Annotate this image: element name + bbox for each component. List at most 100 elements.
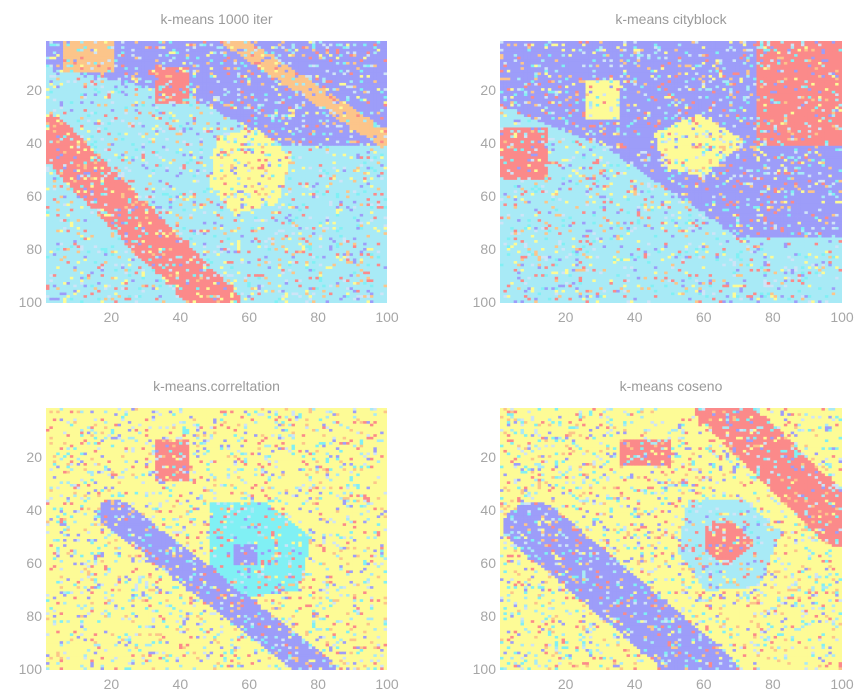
heatmap-cell — [277, 119, 282, 123]
heatmap-cell — [124, 161, 129, 165]
heatmap-cell — [117, 153, 122, 157]
heatmap-cell — [97, 130, 101, 134]
heatmap-cell — [226, 106, 231, 110]
heatmap-cell — [107, 56, 112, 60]
heatmap-cell — [175, 135, 180, 139]
heatmap-cell — [301, 101, 306, 105]
heatmap-cell — [277, 109, 282, 113]
heatmap-cell — [209, 169, 214, 173]
heatmap-cell — [168, 109, 173, 113]
heatmap-cell — [230, 48, 234, 52]
heatmap-cell — [83, 116, 88, 120]
heatmap-cell — [264, 109, 269, 113]
heatmap-cell — [110, 101, 115, 105]
heatmap-cell — [56, 158, 61, 162]
heatmap-cell — [216, 145, 221, 149]
heatmap-cell — [383, 48, 387, 52]
heatmap-cell — [281, 80, 286, 84]
heatmap-cell — [284, 103, 289, 107]
heatmap-cell — [199, 75, 204, 79]
heatmap-cell — [383, 51, 387, 55]
heatmap-cell — [352, 119, 357, 123]
heatmap-cell — [168, 88, 173, 92]
heatmap-cell — [301, 69, 306, 73]
heatmap-cell — [144, 54, 149, 58]
heatmap-cell — [121, 140, 125, 144]
heatmap-cell — [141, 98, 146, 102]
heatmap-cell — [63, 127, 67, 131]
heatmap-cell — [352, 67, 357, 71]
heatmap-cell — [311, 96, 316, 100]
heatmap-cell — [288, 90, 292, 94]
heatmap-cell — [335, 88, 340, 92]
heatmap-cell — [305, 122, 309, 126]
heatmap-cell — [49, 119, 54, 123]
heatmap-cell — [209, 98, 214, 102]
heatmap-cell — [236, 137, 241, 141]
heatmap-cell — [134, 106, 139, 110]
heatmap-cell — [199, 54, 204, 58]
heatmap-cell — [202, 148, 207, 152]
heatmap-cell — [380, 156, 384, 160]
heatmap-cell — [254, 164, 258, 168]
heatmap-cell — [213, 169, 217, 173]
heatmap-cell — [260, 85, 265, 89]
heatmap-cell — [346, 132, 350, 136]
heatmap-cell — [76, 96, 81, 100]
heatmap-cell — [325, 93, 330, 97]
heatmap-cell — [240, 122, 245, 126]
heatmap-cell — [264, 80, 269, 84]
heatmap-cell — [185, 98, 190, 102]
heatmap-cell — [366, 85, 371, 89]
heatmap-cell — [216, 61, 221, 65]
heatmap-cell — [366, 156, 371, 160]
heatmap-cell — [349, 140, 354, 144]
heatmap-plot — [46, 41, 387, 303]
heatmap-cell — [161, 130, 166, 134]
heatmap-cell — [349, 106, 354, 110]
heatmap-cell — [124, 158, 129, 162]
heatmap-cell — [110, 43, 115, 47]
heatmap-cell — [335, 116, 340, 120]
heatmap-cell — [155, 127, 159, 131]
heatmap-cell — [322, 103, 327, 107]
heatmap-cell — [363, 72, 367, 76]
heatmap-cell — [380, 137, 384, 141]
heatmap-cell — [346, 85, 350, 89]
heatmap-cell — [69, 166, 74, 170]
heatmap-cell — [151, 119, 156, 123]
heatmap-cell — [226, 124, 231, 128]
heatmap-cell — [196, 127, 200, 131]
heatmap-cell — [363, 143, 367, 147]
heatmap-cell — [213, 43, 217, 47]
heatmap-cell — [196, 43, 200, 47]
heatmap-cell — [161, 103, 166, 107]
heatmap-cell — [134, 98, 139, 102]
heatmap-cell — [240, 46, 245, 50]
heatmap-cell — [291, 158, 296, 162]
heatmap-cell — [80, 72, 84, 76]
heatmap-cell — [52, 119, 57, 123]
heatmap-cell — [322, 64, 327, 68]
heatmap-cell — [363, 116, 367, 120]
heatmap-cell — [311, 75, 316, 79]
heatmap-cell — [189, 54, 194, 58]
heatmap-cell — [247, 109, 251, 113]
heatmap-cell — [175, 59, 180, 63]
heatmap-cell — [97, 148, 101, 152]
heatmap-cell — [301, 124, 306, 128]
heatmap-cell — [236, 85, 241, 89]
heatmap-cell — [52, 85, 57, 89]
heatmap-cell — [131, 48, 136, 52]
heatmap-cell — [69, 51, 74, 55]
heatmap-cell — [46, 143, 50, 147]
heatmap-cell — [110, 143, 115, 147]
heatmap-cell — [206, 132, 211, 136]
heatmap-cell — [311, 41, 316, 45]
heatmap-cell — [318, 59, 323, 63]
heatmap-cell — [294, 158, 299, 162]
heatmap-cell — [124, 124, 129, 128]
heatmap-cell — [56, 51, 61, 55]
heatmap-cell — [223, 75, 228, 79]
heatmap-cell — [230, 43, 234, 47]
